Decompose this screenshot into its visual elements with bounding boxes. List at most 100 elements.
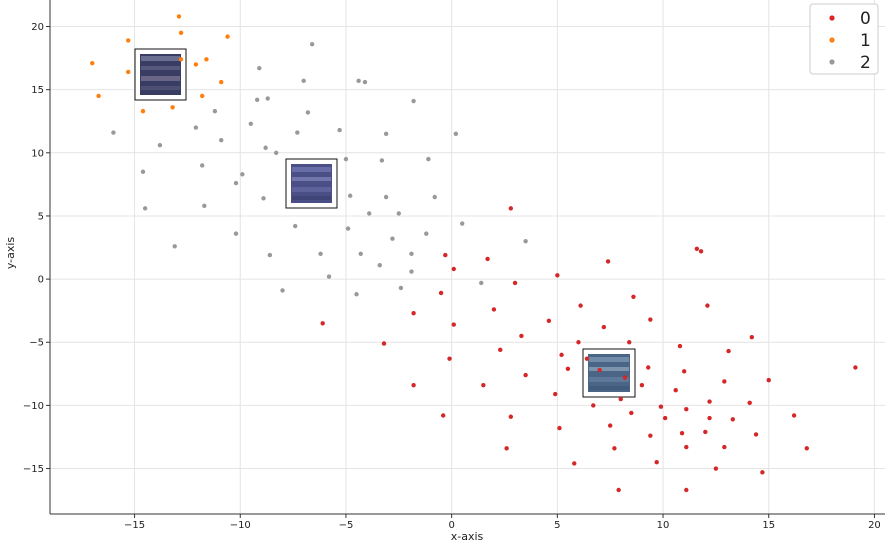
data-point-series-1 <box>219 79 224 85</box>
y-tick-label: −5 <box>29 338 44 349</box>
data-point-series-0 <box>491 307 497 312</box>
data-point-series-2 <box>233 231 239 236</box>
data-point-series-0 <box>553 391 558 397</box>
data-point-series-0 <box>576 340 581 345</box>
data-point-series-0 <box>597 367 602 373</box>
image-thumbnail <box>285 158 338 209</box>
y-tick-label: 0 <box>38 275 44 286</box>
data-point-series-2 <box>411 98 416 104</box>
data-point-series-0 <box>749 334 755 340</box>
data-point-series-2 <box>309 42 315 47</box>
data-point-series-2 <box>383 131 389 137</box>
legend-marker <box>829 15 835 21</box>
data-point-series-0 <box>512 280 518 286</box>
data-point-series-1 <box>178 30 184 36</box>
data-point-series-2 <box>193 125 199 130</box>
x-tick-label: −15 <box>124 520 145 531</box>
data-point-series-2 <box>263 145 268 150</box>
data-point-series-0 <box>726 348 731 354</box>
data-point-series-0 <box>411 310 416 316</box>
data-point-series-2 <box>424 231 429 236</box>
data-point-series-1 <box>200 93 205 99</box>
data-point-series-0 <box>679 430 685 436</box>
data-point-series-0 <box>519 333 524 339</box>
data-point-series-0 <box>730 417 735 422</box>
x-tick-label: 20 <box>868 520 881 531</box>
data-point-series-0 <box>508 414 514 419</box>
data-point-series-0 <box>578 303 583 308</box>
data-point-series-2 <box>200 163 205 168</box>
data-point-series-0 <box>713 466 719 471</box>
data-point-series-2 <box>233 180 239 186</box>
data-point-series-2 <box>479 280 484 286</box>
data-point-series-0 <box>411 382 416 388</box>
data-point-series-2 <box>354 292 359 297</box>
data-point-series-2 <box>379 158 385 163</box>
data-point-series-2 <box>337 127 342 133</box>
legend-label: 2 <box>860 53 871 73</box>
data-point-series-0 <box>703 429 708 435</box>
data-point-series-0 <box>658 404 664 409</box>
data-point-series-2 <box>172 244 177 249</box>
data-point-series-2 <box>396 211 401 216</box>
data-point-series-0 <box>707 415 712 421</box>
data-point-series-0 <box>791 413 797 418</box>
y-tick-label: −10 <box>23 401 44 412</box>
x-tick-label: 10 <box>657 520 670 531</box>
data-point-series-0 <box>443 252 448 258</box>
data-point-series-2 <box>254 97 260 102</box>
data-point-series-0 <box>508 206 514 211</box>
data-point-series-0 <box>555 273 560 278</box>
data-point-series-0 <box>523 372 528 378</box>
legend-box <box>809 3 879 75</box>
data-point-series-2 <box>219 137 224 143</box>
data-point-series-2 <box>390 236 395 241</box>
data-point-series-0 <box>612 446 617 451</box>
data-point-series-2 <box>383 194 389 200</box>
data-point-series-2 <box>157 143 163 148</box>
data-point-series-0 <box>546 318 552 323</box>
data-point-series-0 <box>438 290 444 296</box>
data-point-series-0 <box>447 356 452 361</box>
data-point-series-2 <box>426 156 431 162</box>
data-point-series-1 <box>90 60 95 66</box>
data-point-series-0 <box>684 444 689 450</box>
data-point-series-2 <box>523 239 528 244</box>
data-point-series-2 <box>409 269 414 274</box>
data-point-series-2 <box>295 130 300 135</box>
data-point-series-2 <box>280 288 285 293</box>
data-points <box>90 14 858 493</box>
data-point-series-1 <box>204 57 209 62</box>
data-point-series-0 <box>481 382 486 388</box>
data-point-series-0 <box>451 266 456 272</box>
data-point-series-1 <box>193 62 199 67</box>
grid <box>50 0 885 514</box>
data-point-series-2 <box>398 285 404 291</box>
data-point-series-0 <box>601 324 607 330</box>
data-point-series-0 <box>616 487 621 493</box>
data-point-series-0 <box>381 341 387 346</box>
data-point-series-0 <box>498 347 503 353</box>
data-point-series-2 <box>358 251 363 257</box>
data-point-series-2 <box>345 226 351 231</box>
data-point-series-0 <box>853 365 858 370</box>
data-point-series-0 <box>722 379 727 384</box>
data-point-series-1 <box>126 69 131 75</box>
data-point-series-2 <box>261 196 266 201</box>
data-point-series-1 <box>170 105 175 110</box>
image-thumbnail <box>582 348 636 398</box>
data-point-series-2 <box>318 251 323 257</box>
data-point-series-0 <box>662 415 668 421</box>
data-point-series-2 <box>248 121 254 126</box>
legend: 012 <box>809 3 879 75</box>
data-point-series-0 <box>451 322 456 327</box>
data-point-series-0 <box>639 382 645 388</box>
data-point-series-0 <box>760 470 765 475</box>
x-tick-label: −5 <box>339 520 354 531</box>
data-point-series-2 <box>356 78 361 84</box>
data-point-series-2 <box>267 252 273 258</box>
data-point-series-2 <box>305 110 311 115</box>
data-point-series-0 <box>618 396 623 402</box>
